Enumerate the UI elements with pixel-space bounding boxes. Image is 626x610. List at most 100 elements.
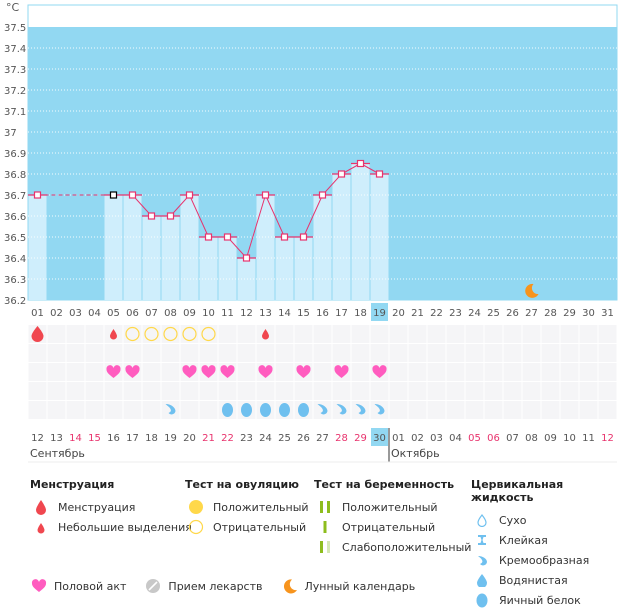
symbol-cell xyxy=(237,363,256,381)
legend-menstruation: Менструация Менструация Небольшие выделе… xyxy=(30,478,192,537)
temperature-point xyxy=(223,233,232,241)
symbol-cell xyxy=(237,382,256,400)
symbol-cell xyxy=(161,401,180,419)
x-tick-label: 13 xyxy=(259,308,272,319)
symbol-cell xyxy=(161,382,180,400)
symbol-cell xyxy=(332,325,351,343)
symbol-cell xyxy=(332,401,351,419)
ovulation-test-icon xyxy=(125,326,140,342)
temperature-point xyxy=(166,212,175,220)
blood-drop-icon xyxy=(30,499,52,515)
symbol-cell xyxy=(47,401,66,419)
symbol-cell xyxy=(408,401,427,419)
x-tick-label: 24 xyxy=(468,308,481,319)
heart-icon xyxy=(30,578,48,594)
symbol-cell xyxy=(408,344,427,362)
moon-icon xyxy=(281,578,299,594)
symbol-cell xyxy=(370,325,389,343)
heart-icon xyxy=(296,365,311,378)
symbol-cell xyxy=(522,325,541,343)
temperature-bar xyxy=(256,195,275,300)
legend-title: Цервикальная жидкость xyxy=(471,478,564,504)
temperature-point xyxy=(318,191,327,199)
symbol-cell xyxy=(85,382,104,400)
eggwhite-icon xyxy=(279,403,290,417)
symbol-cell xyxy=(218,382,237,400)
x-tick-label: 10 xyxy=(202,308,215,319)
unit-label: °C xyxy=(6,1,20,14)
y-tick-label: 36.2 xyxy=(4,296,26,307)
symbol-cell xyxy=(104,344,123,362)
temperature-point xyxy=(375,170,384,178)
legend-item: Положительный xyxy=(314,497,471,517)
symbol-cell xyxy=(560,325,579,343)
calendar-date-label: 11 xyxy=(582,433,595,444)
calendar-date-label: 23 xyxy=(240,433,253,444)
calendar-date-label: 29 xyxy=(354,433,367,444)
legend-label: Положительный xyxy=(342,500,438,514)
temperature-bar xyxy=(351,163,370,300)
legend-item: Сухо xyxy=(471,510,626,530)
calendar-date-label: 18 xyxy=(145,433,158,444)
calendar-date-label: 26 xyxy=(297,433,310,444)
x-tick-label: 04 xyxy=(88,308,101,319)
temperature-point xyxy=(280,233,289,241)
temperature-point xyxy=(299,233,308,241)
ovulation-positive-icon xyxy=(185,499,207,515)
temperature-bar xyxy=(332,174,351,300)
legend-item: Водянистая xyxy=(471,570,626,590)
symbol-cell xyxy=(218,344,237,362)
symbol-cell xyxy=(142,401,161,419)
symbol-cell xyxy=(47,363,66,381)
symbol-cell xyxy=(351,363,370,381)
heart-icon xyxy=(125,365,140,378)
symbol-cell xyxy=(47,325,66,343)
legend-label: Менструация xyxy=(58,500,136,514)
legend-label: Яичный белок xyxy=(499,593,581,607)
symbol-cell xyxy=(579,382,598,400)
temperature-bar xyxy=(313,195,332,300)
symbol-cell xyxy=(484,363,503,381)
y-tick-label: 37.3 xyxy=(4,65,26,76)
pregnancy-weak-icon xyxy=(314,539,336,555)
symbol-cell xyxy=(370,344,389,362)
symbol-cell xyxy=(579,325,598,343)
legend-item: Яичный белок xyxy=(471,590,626,610)
symbol-cell xyxy=(28,382,47,400)
y-tick-label: 37.5 xyxy=(4,23,26,34)
calendar-date-label: 04 xyxy=(449,433,462,444)
symbol-cell xyxy=(408,382,427,400)
y-tick-label: 36.3 xyxy=(4,275,26,286)
symbol-cell xyxy=(199,344,218,362)
watery-drop-icon xyxy=(471,572,493,588)
eggwhite-icon xyxy=(298,403,309,417)
symbol-cell xyxy=(465,344,484,362)
selected-day-highlight xyxy=(371,303,388,321)
symbol-cell xyxy=(85,363,104,381)
symbol-cell xyxy=(142,382,161,400)
symbol-cell xyxy=(484,401,503,419)
calendar-date-label: 12 xyxy=(31,433,44,444)
legend-item: Отрицательный xyxy=(314,517,471,537)
pregnancy-positive-icon xyxy=(314,499,336,515)
symbol-cell xyxy=(313,401,332,419)
symbol-cell xyxy=(275,363,294,381)
symbol-cell xyxy=(85,401,104,419)
temperature-point xyxy=(356,159,365,168)
y-tick-label: 36.5 xyxy=(4,233,26,244)
symbol-cell xyxy=(484,344,503,362)
small-blood-drop-icon xyxy=(110,329,117,340)
calendar-date-label: 06 xyxy=(487,433,500,444)
heart-icon xyxy=(182,365,197,378)
symbol-cell xyxy=(47,382,66,400)
symbol-cell xyxy=(427,382,446,400)
symbol-cell xyxy=(66,363,85,381)
calendar-date-label: 10 xyxy=(563,433,576,444)
x-tick-label: 27 xyxy=(525,308,538,319)
legend-item: Отрицательный xyxy=(185,517,309,537)
symbol-cell xyxy=(351,401,370,419)
legend-pregnancy: Тест на беременность Положительный Отриц… xyxy=(314,478,471,557)
symbol-cell xyxy=(503,363,522,381)
calendar-date-label: 03 xyxy=(430,433,443,444)
symbol-cell xyxy=(598,401,617,419)
